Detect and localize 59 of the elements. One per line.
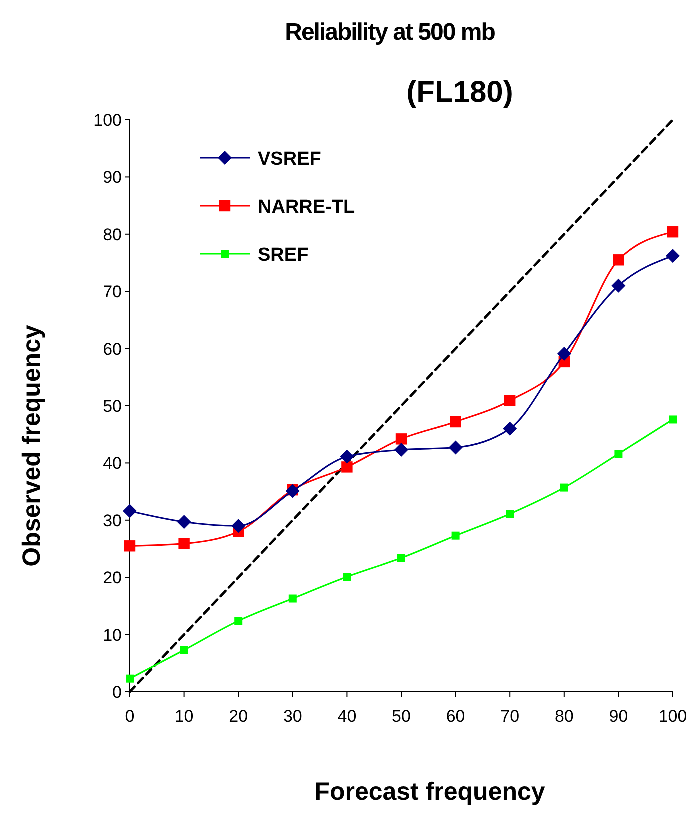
point — [504, 395, 516, 406]
x-tick-label: 30 — [283, 707, 302, 726]
x-tick-label: 100 — [658, 707, 688, 726]
point — [398, 554, 406, 562]
y-tick-label: 20 — [103, 568, 122, 588]
chart-subtitle: (FL180) — [406, 76, 514, 109]
y-tick-label: 90 — [103, 168, 122, 188]
point — [177, 515, 192, 530]
point — [394, 443, 408, 458]
point — [342, 462, 353, 473]
y-tick-label: 70 — [103, 282, 122, 302]
x-tick-label: 50 — [392, 707, 411, 726]
point — [180, 646, 188, 654]
point — [666, 249, 680, 264]
y-tick-label: 80 — [103, 225, 122, 244]
point — [613, 254, 624, 266]
x-tick-label: 10 — [174, 707, 194, 726]
point — [340, 450, 354, 464]
x-tick-label: 90 — [609, 707, 628, 726]
point — [178, 538, 190, 550]
point — [396, 434, 408, 445]
x-tick-label: 80 — [554, 707, 574, 726]
point — [452, 532, 460, 540]
chart-title: Reliability at 500 mb — [285, 19, 496, 46]
point — [124, 540, 136, 552]
point — [612, 278, 626, 293]
x-tick-label: 60 — [446, 707, 466, 726]
legend-label: VSREF — [258, 149, 322, 170]
point — [126, 674, 134, 683]
y-tick-label: 60 — [103, 340, 122, 359]
x-tick-label: 40 — [338, 707, 357, 726]
y-tick-label: 40 — [103, 454, 122, 474]
point — [506, 510, 514, 518]
x-tick-label: 20 — [229, 707, 248, 726]
y-tick-label: 0 — [112, 683, 122, 702]
y-tick-label: 30 — [103, 511, 122, 530]
point — [667, 226, 679, 238]
point — [232, 519, 246, 534]
point — [288, 594, 297, 603]
point — [286, 484, 300, 498]
legend-label: SREF — [258, 245, 309, 266]
y-tick-label: 100 — [94, 111, 122, 130]
point — [234, 617, 243, 626]
point — [560, 484, 568, 492]
legend-label: NARRE-TL — [258, 197, 356, 218]
point — [450, 416, 462, 428]
y-tick-label: 10 — [103, 626, 122, 645]
y-tick-label: 50 — [103, 397, 122, 416]
point — [614, 450, 623, 458]
x-tick-label: 0 — [125, 707, 135, 726]
point — [448, 440, 463, 455]
x-tick-label: 70 — [500, 707, 520, 726]
point — [503, 422, 518, 436]
point — [557, 346, 572, 361]
y-axis-title: Observed frequency — [18, 325, 46, 567]
x-axis-title: Forecast frequency — [314, 778, 546, 806]
point — [123, 504, 137, 518]
point — [343, 573, 352, 582]
point — [669, 416, 677, 424]
